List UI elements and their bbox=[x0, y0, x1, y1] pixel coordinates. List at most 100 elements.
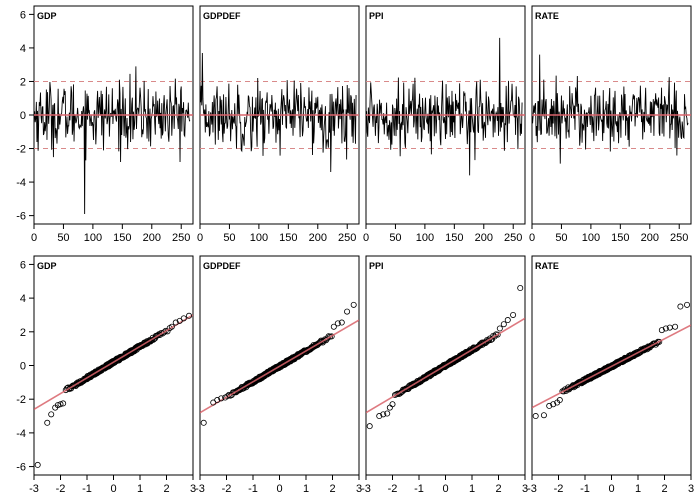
panel-title: RATE bbox=[535, 261, 559, 271]
qq-point bbox=[556, 397, 563, 404]
panel-title: GDPDEF bbox=[203, 261, 241, 271]
x-tick-label: 200 bbox=[143, 232, 161, 244]
qq-point bbox=[57, 401, 64, 408]
qq-point bbox=[510, 311, 517, 318]
x-tick-label: -3 bbox=[527, 483, 537, 495]
panel-qq-gdpdef: -3 -2 -1 0 1 2 3 GDPDEF bbox=[195, 255, 362, 495]
qq-point bbox=[338, 319, 345, 326]
x-tick-label: -1 bbox=[248, 483, 258, 495]
y-tick-label: 6 bbox=[20, 259, 26, 271]
panel-title: PPI bbox=[369, 11, 384, 21]
y-tick-label: 6 bbox=[20, 9, 26, 21]
plot-area bbox=[532, 301, 691, 420]
qq-ref-line bbox=[34, 314, 193, 410]
qq-point bbox=[161, 329, 168, 336]
x-tick-label: -2 bbox=[554, 483, 564, 495]
qq-point bbox=[34, 461, 41, 468]
x-tick-label: -2 bbox=[222, 483, 232, 495]
plot-area bbox=[200, 52, 359, 173]
qq-point bbox=[168, 323, 175, 330]
qq-point bbox=[180, 315, 187, 322]
x-tick-label: 100 bbox=[582, 232, 600, 244]
x-tick-label: 150 bbox=[279, 232, 297, 244]
x-tick-label: -1 bbox=[82, 483, 92, 495]
panel-series-ppi: 0 50 100 150 200 250 PPI bbox=[363, 5, 526, 244]
x-tick-label: 150 bbox=[445, 232, 463, 244]
qq-point bbox=[68, 383, 75, 390]
x-tick-label: 50 bbox=[57, 232, 69, 244]
plot-area bbox=[366, 285, 525, 430]
panel-title: GDP bbox=[37, 261, 57, 271]
y-tick-label: -4 bbox=[16, 428, 26, 440]
y-tick-label: -6 bbox=[16, 462, 26, 474]
x-tick-label: 1 bbox=[303, 483, 309, 495]
qq-point bbox=[60, 400, 67, 407]
y-tick-label: 2 bbox=[20, 327, 26, 339]
y-tick-label: 4 bbox=[20, 293, 26, 305]
x-tick-label: 150 bbox=[611, 232, 629, 244]
qq-point bbox=[376, 413, 383, 420]
plot-area bbox=[366, 37, 525, 176]
y-tick-label: 4 bbox=[20, 43, 26, 55]
qq-ref-line bbox=[532, 324, 691, 409]
x-tick-label: 2 bbox=[495, 483, 501, 495]
qq-point bbox=[380, 411, 387, 418]
x-tick-label: 3 bbox=[356, 483, 362, 495]
y-tick-label: -6 bbox=[16, 211, 26, 223]
x-tick-label: 0 bbox=[442, 483, 448, 495]
x-tick-label: 250 bbox=[172, 232, 190, 244]
y-tick-label: -2 bbox=[16, 394, 26, 406]
x-tick-label: 0 bbox=[110, 483, 116, 495]
qq-point bbox=[494, 331, 501, 338]
panel-title: GDP bbox=[37, 11, 57, 21]
x-tick-label: -1 bbox=[414, 483, 424, 495]
x-tick-label: 100 bbox=[416, 232, 434, 244]
panel-qq-gdp: -3 -2 -1 0 1 2 3 -6 -4 -2 0 2 4 6 GDP bbox=[16, 255, 196, 495]
qq-point bbox=[48, 411, 55, 418]
qq-point bbox=[44, 419, 51, 426]
x-tick-label: 100 bbox=[250, 232, 268, 244]
qq-point bbox=[684, 301, 691, 308]
panel-title: GDPDEF bbox=[203, 11, 241, 21]
x-tick-label: -3 bbox=[29, 483, 39, 495]
qq-point bbox=[532, 413, 539, 420]
panel-qq-ppi: -3 -2 -1 0 1 2 3 PPI bbox=[361, 255, 528, 495]
y-tick-label: 0 bbox=[20, 361, 26, 373]
qq-point bbox=[677, 303, 684, 310]
qq-point bbox=[54, 402, 61, 409]
x-tick-label: 50 bbox=[389, 232, 401, 244]
qq-point bbox=[334, 320, 341, 327]
plot-area bbox=[34, 312, 193, 468]
qq-point bbox=[658, 327, 665, 334]
x-tick-label: 250 bbox=[670, 232, 688, 244]
qq-ref-line bbox=[200, 319, 359, 414]
x-tick-label: 3 bbox=[688, 483, 694, 495]
qq-ref-line bbox=[366, 317, 525, 414]
panel-series-gdp: 0 50 100 150 200 250 -6 -4 -2 0 2 4 6 GDP bbox=[16, 5, 194, 244]
x-tick-label: 2 bbox=[661, 483, 667, 495]
x-tick-label: 50 bbox=[223, 232, 235, 244]
qq-point bbox=[504, 317, 511, 324]
qq-point bbox=[672, 323, 679, 330]
panel-title: RATE bbox=[535, 11, 559, 21]
qq-point bbox=[662, 325, 669, 332]
qq-point bbox=[214, 397, 221, 404]
qq-point bbox=[218, 395, 225, 402]
x-tick-label: 50 bbox=[555, 232, 567, 244]
x-tick-label: -1 bbox=[580, 483, 590, 495]
qq-point bbox=[366, 423, 373, 430]
qq-point bbox=[330, 323, 337, 330]
x-tick-label: -3 bbox=[361, 483, 371, 495]
qq-point bbox=[550, 401, 557, 408]
plot-area bbox=[34, 66, 193, 214]
qq-point bbox=[186, 312, 193, 319]
x-tick-label: 1 bbox=[137, 483, 143, 495]
x-tick-label: 0 bbox=[31, 232, 37, 244]
x-tick-label: 0 bbox=[529, 232, 535, 244]
x-tick-label: 150 bbox=[113, 232, 131, 244]
panel-series-rate: 0 50 100 150 200 250 RATE bbox=[529, 5, 692, 244]
x-tick-label: 3 bbox=[522, 483, 528, 495]
series-line bbox=[34, 66, 191, 214]
x-tick-label: 200 bbox=[309, 232, 327, 244]
